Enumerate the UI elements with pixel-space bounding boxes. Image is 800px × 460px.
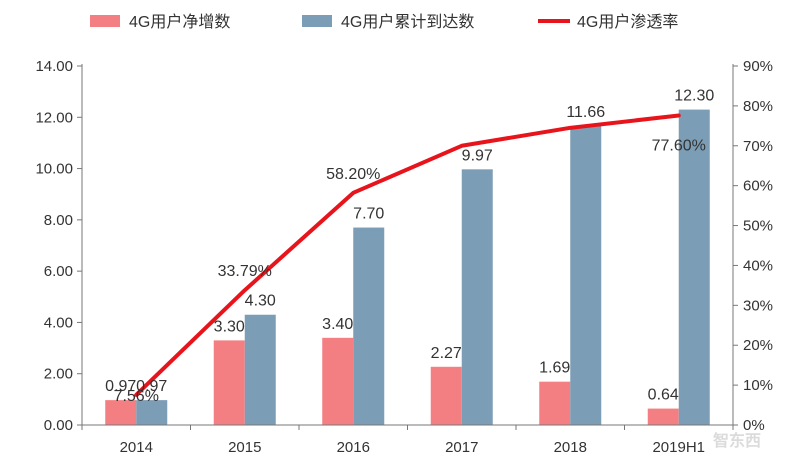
y-left-tick-label: 14.00 xyxy=(35,58,73,75)
bar-net-adds-2017 xyxy=(430,366,462,425)
y-left-tick-label: 4.00 xyxy=(44,314,73,331)
data-label-cumulative: 0.97 xyxy=(136,378,167,395)
y-right-tick-label: 0% xyxy=(743,417,765,434)
data-label-net-adds: 0.64 xyxy=(648,387,679,404)
bar-net-adds-2019H1 xyxy=(647,408,679,425)
data-label-cumulative: 9.97 xyxy=(462,147,493,164)
data-label-cumulative: 7.70 xyxy=(353,206,384,223)
y-right-tick-label: 50% xyxy=(743,218,773,235)
bar-cumulative-2017 xyxy=(461,169,493,425)
x-tick-label: 2019H1 xyxy=(652,439,705,456)
y-left-tick-label: 10.00 xyxy=(35,161,73,178)
x-tick-label: 2016 xyxy=(337,439,370,456)
bar-net-adds-2016 xyxy=(322,337,354,425)
x-tick-label: 2015 xyxy=(228,439,261,456)
bar-cumulative-2015 xyxy=(244,314,276,425)
bar-net-adds-2015 xyxy=(213,340,245,425)
bar-net-adds-2014 xyxy=(105,400,137,425)
bar-cumulative-2019H1 xyxy=(678,109,710,425)
data-label-net-adds: 0.97 xyxy=(105,378,136,395)
bar-cumulative-2018 xyxy=(570,126,602,426)
legend-swatch-net-adds xyxy=(90,15,120,27)
y-right-tick-label: 20% xyxy=(743,337,773,354)
bar-cumulative-2014 xyxy=(136,400,168,425)
y-right-tick-label: 60% xyxy=(743,178,773,195)
data-label-penetration-rate: 58.20% xyxy=(326,166,380,183)
legend-label: 4G用户累计到达数 xyxy=(341,13,474,31)
x-tick-label: 2017 xyxy=(445,439,478,456)
penetration-rate-line xyxy=(134,113,681,397)
y-left-tick-label: 0.00 xyxy=(44,417,73,434)
watermark-logo: 智东西 xyxy=(713,431,761,450)
y-right-tick-label: 80% xyxy=(743,98,773,115)
y-right-tick-label: 10% xyxy=(743,377,773,394)
y-right-tick-label: 40% xyxy=(743,257,773,274)
data-label-cumulative: 4.30 xyxy=(245,293,276,310)
data-label-penetration-rate: 77.60% xyxy=(652,137,706,154)
data-label-net-adds: 1.69 xyxy=(539,360,570,377)
data-label-cumulative: 12.30 xyxy=(674,88,714,105)
y-right-tick-label: 30% xyxy=(743,297,773,314)
bar-cumulative-2016 xyxy=(353,227,385,425)
y-left-tick-label: 6.00 xyxy=(44,263,73,280)
y-left-tick-label: 2.00 xyxy=(44,366,73,383)
legend-swatch-cumulative xyxy=(302,15,332,27)
data-label-penetration-rate: 7.56% xyxy=(114,388,159,405)
y-right-tick-label: 90% xyxy=(743,58,773,75)
data-label-net-adds: 2.27 xyxy=(431,345,462,362)
x-tick-label: 2018 xyxy=(554,439,587,456)
y-left-tick-label: 12.00 xyxy=(35,109,73,126)
data-label-penetration-rate: 33.79% xyxy=(218,263,272,280)
y-right-tick-label: 70% xyxy=(743,138,773,155)
bar-net-adds-2018 xyxy=(539,381,571,425)
data-label-net-adds: 3.30 xyxy=(214,318,245,335)
y-left-tick-label: 8.00 xyxy=(44,212,73,229)
legend-label: 4G用户净增数 xyxy=(129,13,230,31)
data-label-cumulative: 11.66 xyxy=(566,104,605,121)
x-tick-label: 2014 xyxy=(120,439,153,456)
data-label-net-adds: 3.40 xyxy=(322,316,353,333)
legend-label: 4G用户渗透率 xyxy=(577,13,678,31)
